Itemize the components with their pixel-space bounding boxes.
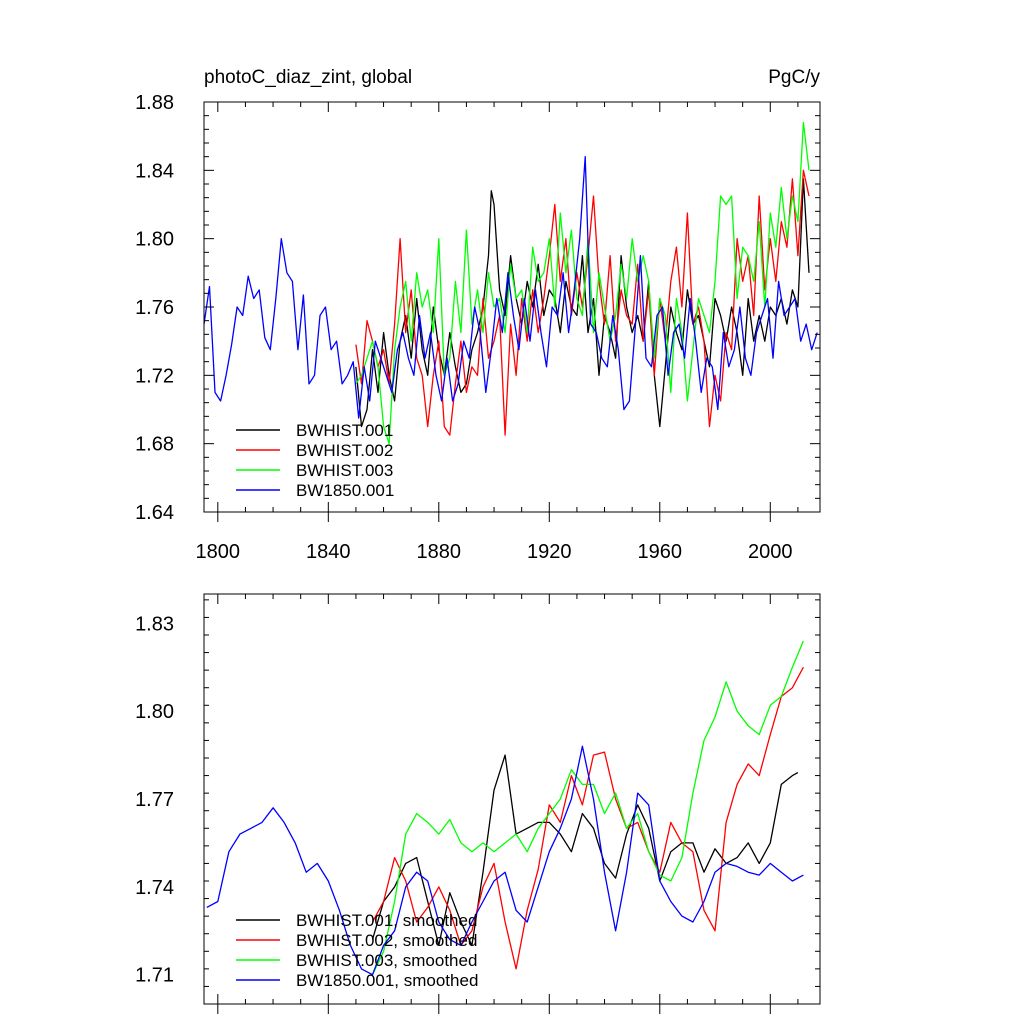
- top-plot-frame: [203, 101, 821, 513]
- bottom-panel: 1.71 1.74 1.77 1.80 1.83 BWHIST.001, smoothe…: [135, 593, 821, 1014]
- top-x-tick-label: 1960: [638, 541, 683, 563]
- top-chart-units: PgC/y: [768, 67, 820, 88]
- bottom-axis-layer: 1.71 1.74 1.77 1.80 1.83: [135, 594, 820, 1014]
- top-y-tick-label: 1.72: [135, 365, 174, 387]
- top-legend-label: BWHIST.001: [296, 421, 393, 440]
- top-chart-title: photoC_diaz_zint, global: [204, 67, 412, 88]
- top-x-tick-label: 2000: [748, 541, 793, 563]
- top-series-line-3: [203, 156, 818, 419]
- top-y-tick-label: 1.76: [135, 297, 174, 319]
- bottom-series-line-3: [206, 745, 804, 976]
- bottom-series-line-0: [371, 754, 799, 947]
- top-y-tick-label: 1.84: [135, 160, 174, 182]
- bottom-y-tick-label: 1.71: [135, 965, 174, 987]
- top-x-tick-label: 1800: [196, 541, 241, 563]
- top-y-tick-label: 1.88: [135, 92, 174, 114]
- top-legend-label: BWHIST.003: [296, 461, 393, 480]
- top-series-line-2: [355, 121, 810, 445]
- top-y-tick-label: 1.80: [135, 229, 174, 251]
- bottom-series-line-1: [371, 666, 804, 970]
- top-y-tick-label: 1.68: [135, 434, 174, 456]
- top-x-tick-label: 1840: [306, 541, 351, 563]
- top-axis-layer: 1800 1840 1880 1920 1960 2000 1.64 1.68 1.72 1.76…: [135, 92, 820, 563]
- top-y-tick-label: 1.64: [135, 502, 174, 524]
- bottom-plot-frame: [203, 593, 821, 1005]
- bottom-y-tick-label: 1.80: [135, 701, 174, 723]
- top-series-line-0: [355, 178, 810, 428]
- bottom-series-layer: [206, 640, 804, 976]
- top-legend-label: BWHIST.002: [296, 441, 393, 460]
- bottom-legend-label: BWHIST.002, smoothed: [296, 931, 477, 950]
- bottom-y-tick-label: 1.83: [135, 613, 174, 635]
- top-legend-label: BW1850.001: [296, 481, 394, 500]
- bottom-legend-label: BWHIST.003, smoothed: [296, 951, 477, 970]
- bottom-y-tick-label: 1.77: [135, 789, 174, 811]
- bottom-legend-label: BW1850.001, smoothed: [296, 971, 478, 990]
- top-x-tick-label: 1920: [527, 541, 572, 563]
- top-series-layer: [203, 121, 818, 445]
- bottom-y-tick-label: 1.74: [135, 877, 174, 899]
- bottom-legend-label: BWHIST.001, smoothed: [296, 911, 477, 930]
- top-x-tick-label: 1880: [417, 541, 462, 563]
- top-panel: photoC_diaz_zint, global PgC/y 1800 1840 1…: [135, 67, 821, 563]
- bottom-series-line-2: [371, 640, 804, 975]
